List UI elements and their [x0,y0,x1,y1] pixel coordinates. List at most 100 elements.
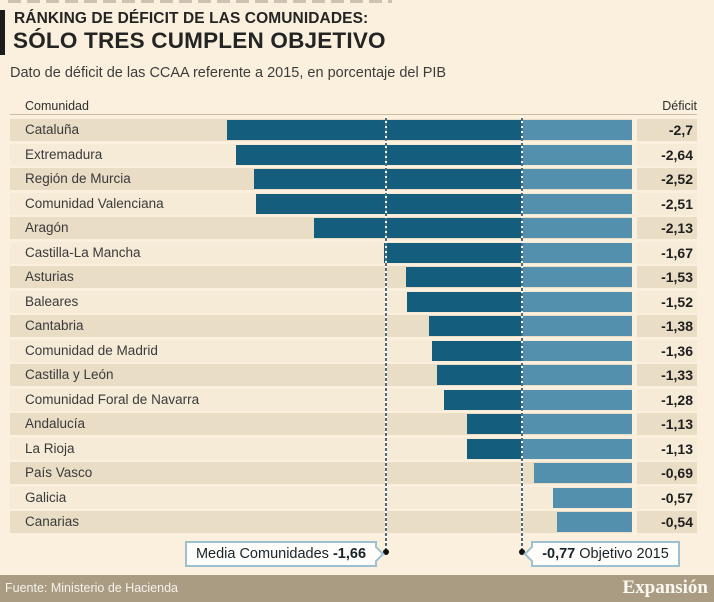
deficit-bar-light [552,487,632,508]
deficit-value: -1,67 [661,244,693,261]
value-stripe: -1,36 [637,339,697,362]
deficit-bar-dark [431,340,523,361]
community-label: Castilla y León [25,367,114,383]
objective-callout: -0,77 Objetivo 2015 [531,541,680,567]
footer-bar: Fuente: Ministerio de Hacienda Expansión [0,575,714,602]
table-row: Canarias -0,54 [0,511,714,534]
community-label: País Vasco [25,465,93,481]
deficit-bar-dark [254,169,523,190]
deficit-value: -2,52 [661,171,693,188]
value-stripe: -1,33 [637,364,697,387]
deficit-bar-light [522,291,632,312]
community-label: La Rioja [25,440,75,456]
value-stripe: -2,64 [637,143,697,166]
community-label: Asturias [25,269,74,285]
deficit-bar-light [522,144,632,165]
table-row: Baleares -1,52 [0,290,714,313]
table-row: Castilla y León -1,33 [0,364,714,387]
deficit-bar-dark [444,389,523,410]
value-stripe: -2,13 [637,217,697,240]
value-stripe: -0,57 [637,486,697,509]
column-header-deficit: Déficit [662,99,697,113]
value-stripe: -0,54 [637,511,697,534]
deficit-bar-light [534,463,632,484]
deficit-bar-light [522,169,632,190]
value-stripe: -2,52 [637,168,697,191]
deficit-value: -1,36 [661,342,693,359]
column-header-community: Comunidad [25,99,89,113]
community-label: Canarias [25,514,80,530]
cropped-text-artifact [8,0,392,3]
deficit-bar-light [522,218,632,239]
deficit-bar-dark [384,242,523,263]
page-title: SÓLO TRES CUMPLEN OBJETIVO [13,28,386,53]
deficit-bar-dark [255,193,523,214]
media-callout-label: Media Comunidades [195,546,329,562]
value-stripe: -1,38 [637,315,697,338]
objective-callout-label: Objetivo 2015 [579,546,669,562]
deficit-bar-light [522,193,632,214]
objective-callout-value: -0,77 [542,546,576,562]
kicker-title: RÁNKING DE DÉFICIT DE LAS COMUNIDADES: [14,10,369,27]
deficit-value: -1,13 [661,416,693,433]
value-stripe: -0,69 [637,462,697,485]
table-row: País Vasco -0,69 [0,462,714,485]
value-stripe: -1,28 [637,388,697,411]
deficit-bar-dark [226,120,523,140]
source-credit: Fuente: Ministerio de Hacienda [5,581,179,595]
deficit-bar-dark [405,267,523,288]
community-label: Región de Murcia [25,171,131,187]
deficit-bar-light [522,340,632,361]
deficit-value: -1,13 [661,440,693,457]
table-row: Cantabria -1,38 [0,315,714,338]
deficit-bar-dark [436,365,523,386]
community-label: Comunidad Foral de Navarra [25,391,200,407]
value-stripe: -2,51 [637,192,697,215]
media-callout: Media Comunidades -1,66 [184,541,378,567]
deficit-bar-light [522,242,632,263]
deficit-value: -0,69 [661,465,693,482]
community-label: Galicia [25,489,67,505]
subtitle: Dato de déficit de las CCAA referente a … [10,65,447,81]
value-stripe: -1,13 [637,413,697,436]
media-callout-value: -1,66 [332,546,367,562]
deficit-bar-light [522,316,632,337]
deficit-bar-light [522,365,632,386]
deficit-value: -1,33 [661,367,693,384]
table-row: Cataluña -2,7 [0,119,714,141]
media-reference-line [385,116,388,553]
value-stripe: -1,13 [637,437,697,460]
community-label: Cataluña [25,122,80,137]
deficit-value: -1,28 [661,391,693,408]
value-stripe: -1,53 [637,266,697,289]
table-row: La Rioja -1,13 [0,437,714,460]
deficit-bar-light [557,512,632,533]
table-row: Comunidad Valenciana -2,51 [0,192,714,215]
deficit-bar-dark [407,291,523,312]
deficit-value: -1,53 [661,269,693,286]
deficit-value: -1,52 [661,293,693,310]
objective-line-dot [519,549,526,555]
deficit-value: -2,13 [661,220,693,237]
community-label: Aragón [25,220,69,236]
row-stripe: Galicia [10,486,632,509]
deficit-bar-light [522,267,632,288]
deficit-bar-light [522,438,632,459]
table-row: Aragón -2,13 [0,217,714,240]
table-row: Castilla-La Mancha -1,67 [0,241,714,264]
deficit-value: -0,54 [661,514,693,531]
row-stripe: País Vasco [10,462,632,485]
deficit-bar-dark [467,414,523,435]
table-row: Andalucía -1,13 [0,413,714,436]
row-stripe: Canarias [10,511,632,534]
community-label: Comunidad Valenciana [25,195,164,211]
value-stripe: -1,67 [637,241,697,264]
value-stripe: -1,52 [637,290,697,313]
community-label: Baleares [25,293,79,309]
table-row: Asturias -1,53 [0,266,714,289]
community-label: Extremadura [25,146,103,162]
deficit-bar-light [522,120,632,140]
table-row: Comunidad Foral de Navarra -1,28 [0,388,714,411]
title-accent-bar [0,10,5,55]
